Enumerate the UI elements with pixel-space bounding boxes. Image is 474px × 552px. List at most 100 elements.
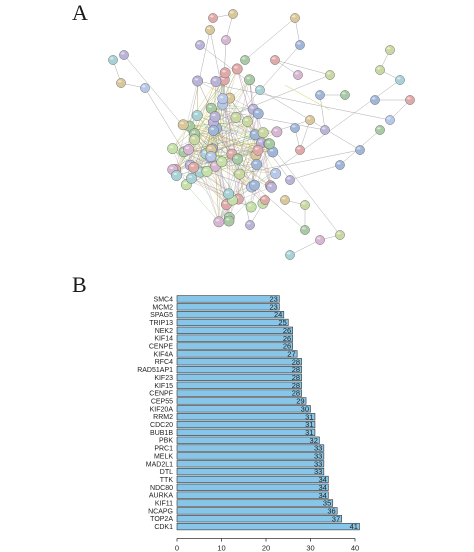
bar-cdk1 xyxy=(176,522,360,531)
network-node xyxy=(375,65,385,75)
panel-b-label: B xyxy=(72,272,87,297)
network-node xyxy=(244,74,255,86)
category-label-ncapg: NCAPG xyxy=(148,508,173,515)
value-label-kif15: 28 xyxy=(292,381,300,390)
network-node xyxy=(213,216,225,228)
bar-cenpe xyxy=(176,342,293,350)
network-node xyxy=(290,13,300,23)
value-label-rfc4: 28 xyxy=(292,357,300,366)
category-label-bub1b: BUB1B xyxy=(150,430,173,437)
hub-gene-bar-chart: SMC4 23 MCM2 23 SPAG5 24 TRIP13 25 NEK2 26 KIF14 26… xyxy=(137,295,360,552)
category-label-melk: MELK xyxy=(154,453,173,460)
network-node xyxy=(395,75,405,85)
network-node xyxy=(208,13,218,23)
value-label-mad2l1: 33 xyxy=(314,459,322,468)
bar-top2a xyxy=(176,515,342,523)
value-label-smc4: 23 xyxy=(270,295,278,304)
network-node xyxy=(325,70,335,80)
value-label-dtl: 33 xyxy=(314,467,322,476)
bar-kif23 xyxy=(176,373,302,382)
bar-mad2l1 xyxy=(176,460,325,468)
bar-dtl xyxy=(176,468,325,476)
network-node xyxy=(205,151,217,162)
category-label-kif11: KIF11 xyxy=(155,501,173,508)
bar-kif20a xyxy=(176,405,311,413)
bar-ttk xyxy=(176,475,329,484)
value-label-cenpe: 26 xyxy=(283,342,291,351)
value-label-spag5: 24 xyxy=(274,310,282,319)
network-node xyxy=(315,235,325,245)
network-node xyxy=(219,67,231,79)
bar-rrm2 xyxy=(176,413,316,421)
bar-pbk xyxy=(176,436,320,444)
bar-melk xyxy=(176,452,325,460)
value-label-kif11: 35 xyxy=(323,499,331,508)
network-node xyxy=(285,250,295,260)
value-label-cdk1: 41 xyxy=(350,522,358,531)
network-node xyxy=(223,188,235,200)
category-label-kif20a: KIF20A xyxy=(150,406,174,413)
bar-trip13 xyxy=(176,318,289,327)
category-label-mad2l1: MAD2L1 xyxy=(146,461,173,468)
value-label-top2a: 37 xyxy=(332,514,340,523)
value-label-kif4a: 27 xyxy=(287,349,295,358)
category-label-rad51ap1: RAD51AP1 xyxy=(137,367,173,374)
network-node xyxy=(228,9,238,19)
value-label-nek2: 26 xyxy=(283,326,291,335)
value-label-prc1: 33 xyxy=(314,444,322,453)
network-node xyxy=(209,111,221,123)
network-node xyxy=(249,179,260,191)
bar-kif14 xyxy=(176,334,293,342)
value-label-rad51ap1: 28 xyxy=(292,365,300,374)
bar-bub1b xyxy=(176,428,316,436)
network-node xyxy=(266,181,277,193)
category-label-rfc4: RFC4 xyxy=(155,359,173,366)
x-tick-label: 10 xyxy=(217,544,225,552)
network-node xyxy=(245,220,255,230)
bar-ncapg xyxy=(176,507,338,515)
network-node xyxy=(280,195,290,205)
value-label-mcm2: 23 xyxy=(270,302,278,311)
category-label-prc1: PRC1 xyxy=(154,446,173,453)
network-node xyxy=(255,85,265,95)
bar-kif4a xyxy=(176,350,298,358)
network-node xyxy=(183,144,194,155)
network-node xyxy=(108,55,118,65)
network-node xyxy=(290,123,300,133)
x-tick-label: 0 xyxy=(175,544,179,552)
network-node xyxy=(251,159,263,170)
category-label-rrm2: RRM2 xyxy=(153,414,173,421)
network-node xyxy=(252,108,264,120)
network-node xyxy=(210,76,222,87)
network-node xyxy=(300,200,310,210)
category-label-cdc20: CDC20 xyxy=(150,422,173,429)
network-node xyxy=(270,55,280,65)
network-node xyxy=(231,63,243,75)
network-nodes xyxy=(108,9,415,260)
category-label-dtl: DTL xyxy=(160,469,173,476)
category-label-cep55: CEP55 xyxy=(151,398,173,405)
network-node xyxy=(305,115,315,125)
network-node xyxy=(385,45,395,55)
value-label-cep55: 29 xyxy=(296,397,304,406)
value-label-cenpf: 28 xyxy=(292,389,300,398)
network-node xyxy=(245,201,257,213)
network-node xyxy=(370,95,380,105)
network-node xyxy=(177,119,189,131)
category-label-top2a: TOP2A xyxy=(150,516,173,523)
category-label-nek2: NEK2 xyxy=(155,328,173,335)
ppi-network-diagram xyxy=(108,9,415,260)
network-node xyxy=(300,225,310,235)
bar-cep55 xyxy=(176,397,307,405)
category-label-mcm2: MCM2 xyxy=(152,304,173,311)
network-node xyxy=(271,126,283,138)
category-label-cenpf: CENPF xyxy=(149,391,173,398)
category-label-kif15: KIF15 xyxy=(154,383,173,390)
category-label-cdk1: CDK1 xyxy=(154,524,173,531)
value-label-ttk: 34 xyxy=(318,475,326,484)
network-node xyxy=(257,127,269,139)
category-label-cenpe: CENPE xyxy=(149,344,173,351)
panel-a-label: A xyxy=(72,0,88,25)
bar-kif15 xyxy=(176,381,302,389)
network-node xyxy=(295,40,305,50)
